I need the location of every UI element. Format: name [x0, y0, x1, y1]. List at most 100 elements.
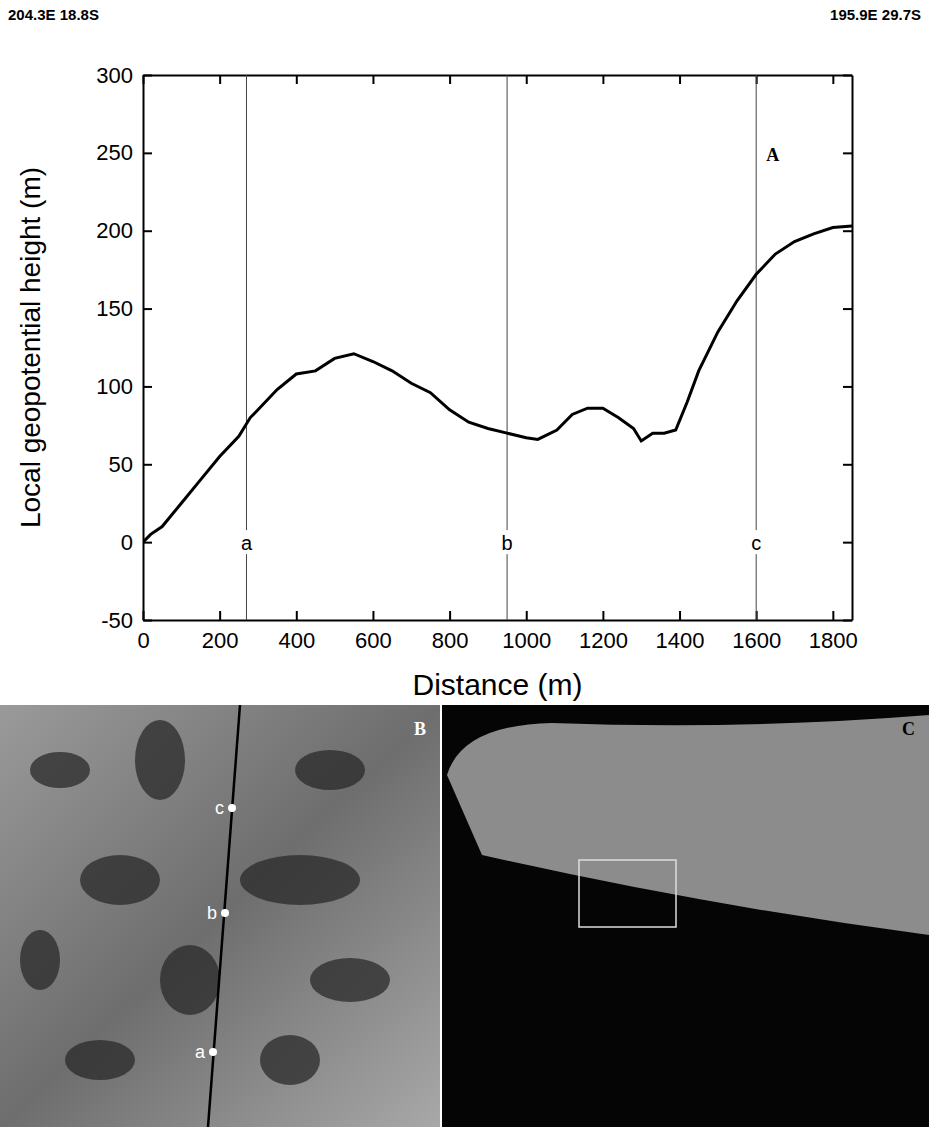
- tick: [450, 75, 451, 84]
- tick-mark: [449, 75, 451, 84]
- tick: 800: [432, 611, 469, 653]
- tick: 50: [109, 452, 152, 477]
- figure: 204.3E 18.8S 195.9E 29.7S 0 200 400 600 800 100…: [0, 0, 929, 1127]
- tick-mark: [679, 75, 681, 84]
- tick-mark: [602, 75, 604, 84]
- track-point: [209, 1048, 217, 1056]
- axis-line: [144, 620, 853, 622]
- panel-letter: C: [902, 719, 915, 739]
- tick: 0: [121, 530, 152, 555]
- image-b: [0, 705, 440, 1127]
- shadow: [310, 958, 390, 1002]
- tick-label: 300: [96, 63, 133, 88]
- point-label: c: [215, 798, 224, 818]
- tick: [603, 75, 604, 84]
- tick-mark: [679, 611, 681, 620]
- tick-label: 200: [202, 628, 239, 653]
- point-label: a: [195, 1042, 206, 1062]
- tick-mark: [219, 611, 221, 620]
- tick: [220, 75, 221, 84]
- track-point: [228, 804, 236, 812]
- tick-label: -50: [101, 608, 133, 633]
- shadow: [240, 855, 360, 905]
- tick-label: 600: [355, 628, 392, 653]
- image-c: [442, 705, 929, 1127]
- label-patch: [498, 530, 516, 554]
- tick-label: 400: [278, 628, 315, 653]
- corner-label-left: 204.3E 18.8S: [8, 6, 99, 23]
- point-label: b: [207, 903, 217, 923]
- tick: 1800: [809, 611, 858, 653]
- tick: 400: [278, 611, 315, 653]
- tick-mark: [843, 308, 852, 310]
- tick-mark: [526, 75, 528, 84]
- tick: [843, 153, 852, 154]
- tick-mark: [219, 75, 221, 84]
- shadow: [135, 720, 185, 800]
- tick: [526, 75, 527, 84]
- y-axis-right: [843, 76, 853, 621]
- tick-label: 800: [432, 628, 469, 653]
- tick-mark: [832, 75, 834, 84]
- tick: 600: [355, 611, 392, 653]
- tick-label: 1400: [656, 628, 705, 653]
- panel-letter: B: [414, 719, 426, 739]
- inset-box: [579, 860, 676, 927]
- tick-mark: [143, 620, 152, 622]
- tick-mark: [296, 611, 298, 620]
- tick-label: 250: [96, 140, 133, 165]
- tick: 300: [96, 63, 152, 88]
- profile-line: [143, 226, 852, 542]
- x-axis-top: [144, 75, 853, 84]
- tick-mark: [843, 75, 852, 77]
- marker-label: c: [751, 532, 761, 554]
- x-axis-title: Distance (m): [412, 668, 582, 701]
- panel-letter: A: [766, 145, 779, 165]
- tick-mark: [843, 620, 852, 622]
- axis-line: [144, 75, 853, 77]
- tick: [843, 231, 852, 232]
- tick: -50: [101, 608, 152, 633]
- panel-b: a b c B: [0, 705, 440, 1127]
- shadow: [160, 945, 220, 1015]
- tick: 200: [96, 218, 152, 243]
- tick: 100: [96, 374, 152, 399]
- tick-label: 1000: [502, 628, 551, 653]
- tick-mark: [843, 152, 852, 154]
- tick: 200: [202, 611, 239, 653]
- shadow: [30, 752, 90, 788]
- tick: 150: [96, 296, 152, 321]
- panel-c: C: [442, 705, 929, 1127]
- tick-mark: [143, 152, 152, 154]
- tick-label: 100: [96, 374, 133, 399]
- x-axis: 020040060080010001200140016001800: [137, 611, 857, 653]
- tick: [843, 309, 852, 310]
- tick-label: 1200: [579, 628, 628, 653]
- tick-mark: [143, 75, 152, 77]
- tick: [680, 75, 681, 84]
- y-axis: -50 0 50 100 150 200 250 300: [96, 63, 152, 633]
- track-point: [221, 909, 229, 917]
- tick-label: 50: [109, 452, 133, 477]
- axis-line: [852, 76, 854, 621]
- tick-mark: [843, 230, 852, 232]
- tick: 1200: [579, 611, 628, 653]
- tick-mark: [296, 75, 298, 84]
- corner-label-right: 195.9E 29.7S: [830, 6, 921, 23]
- marker-label: b: [502, 532, 513, 554]
- axis-line: [143, 76, 145, 621]
- tick-mark: [832, 611, 834, 620]
- tick-mark: [143, 308, 152, 310]
- tick-label: 150: [96, 296, 133, 321]
- shadow: [260, 1035, 320, 1085]
- tick-mark: [526, 611, 528, 620]
- tick-mark: [843, 542, 852, 544]
- shadow: [20, 930, 60, 990]
- tick-mark: [143, 230, 152, 232]
- tick-label: 1600: [732, 628, 781, 653]
- tick-label: 0: [121, 530, 133, 555]
- asteroid: [447, 715, 929, 935]
- label-patch: [747, 530, 765, 554]
- tick: 1000: [502, 611, 551, 653]
- tick-mark: [449, 611, 451, 620]
